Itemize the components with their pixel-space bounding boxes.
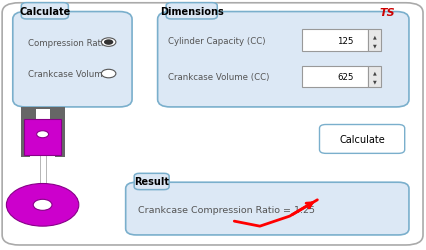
FancyBboxPatch shape — [134, 174, 169, 190]
FancyBboxPatch shape — [302, 66, 368, 88]
FancyBboxPatch shape — [2, 4, 423, 245]
FancyBboxPatch shape — [158, 12, 409, 108]
Text: ▲: ▲ — [373, 34, 377, 39]
Text: Calculate: Calculate — [339, 134, 385, 144]
Circle shape — [37, 131, 49, 138]
Circle shape — [104, 40, 113, 46]
Circle shape — [6, 184, 79, 226]
Text: ▼: ▼ — [373, 79, 377, 84]
Bar — [20, 108, 65, 121]
Text: Calculate: Calculate — [19, 7, 70, 17]
Text: Crankcase Compression Ratio = 1.25: Crankcase Compression Ratio = 1.25 — [138, 205, 315, 214]
FancyBboxPatch shape — [21, 4, 68, 20]
Text: Compression Ratio: Compression Ratio — [28, 38, 108, 48]
Bar — [36, 109, 49, 119]
Bar — [24, 120, 61, 155]
Text: Cylinder Capacity (CC): Cylinder Capacity (CC) — [168, 36, 266, 46]
Bar — [55, 120, 65, 158]
FancyBboxPatch shape — [126, 182, 409, 235]
Circle shape — [101, 39, 116, 47]
Text: TS: TS — [379, 8, 395, 18]
Text: ▲: ▲ — [373, 70, 377, 75]
Circle shape — [101, 70, 116, 78]
FancyBboxPatch shape — [302, 30, 368, 52]
Text: Crankcase Volume: Crankcase Volume — [28, 70, 108, 79]
Text: 625: 625 — [337, 72, 354, 82]
FancyBboxPatch shape — [320, 125, 405, 154]
Bar — [40, 155, 46, 205]
Circle shape — [33, 200, 52, 210]
FancyBboxPatch shape — [368, 30, 381, 52]
FancyBboxPatch shape — [13, 12, 132, 108]
Text: 125: 125 — [337, 36, 354, 46]
Bar — [20, 120, 30, 158]
Text: Crankcase Volume (CC): Crankcase Volume (CC) — [168, 72, 270, 82]
Text: Result: Result — [134, 177, 169, 187]
Text: Dimensions: Dimensions — [160, 7, 224, 17]
Text: ▼: ▼ — [373, 43, 377, 48]
FancyBboxPatch shape — [166, 4, 217, 20]
FancyBboxPatch shape — [368, 66, 381, 88]
